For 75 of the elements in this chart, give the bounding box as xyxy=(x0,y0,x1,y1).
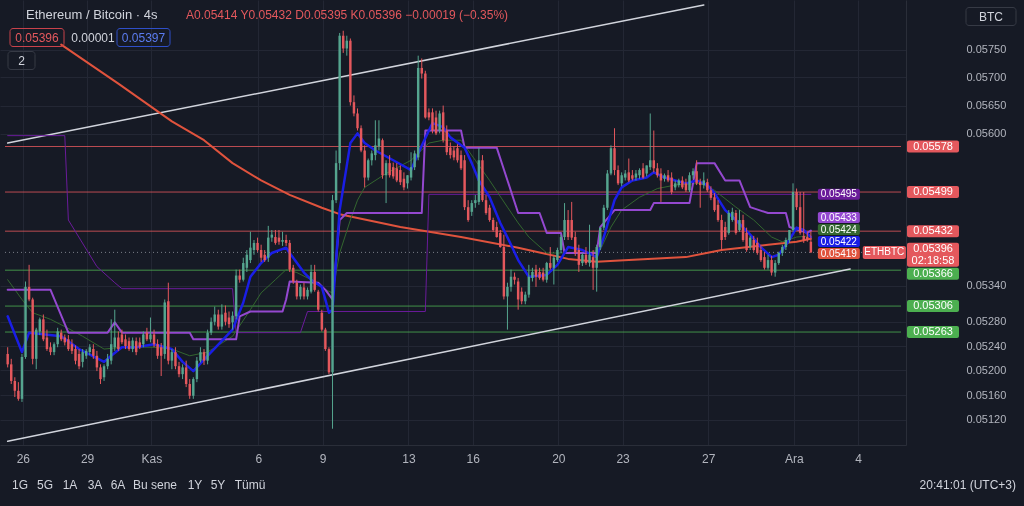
y-tick-label: 0.05280 xyxy=(966,315,1007,328)
ref-line-label: 0.05263 xyxy=(913,325,953,338)
text: BTC xyxy=(979,9,1004,24)
x-tick-label: Ara xyxy=(785,451,805,466)
data-label: 0.05419 xyxy=(820,247,858,259)
y-tick-label: 0.05240 xyxy=(966,339,1007,352)
x-tick-label: 29 xyxy=(80,451,95,466)
annotation: 2 xyxy=(18,53,26,68)
x-tick-label: 26 xyxy=(16,451,31,466)
y-tick-label: 0.05750 xyxy=(966,43,1007,56)
candlestick xyxy=(695,159,698,186)
candlestick xyxy=(388,154,391,179)
candlestick xyxy=(770,255,773,277)
text: Bu sene xyxy=(132,478,178,492)
y-tick-label: 0.05700 xyxy=(966,70,1007,83)
annotation: 0.05396 xyxy=(15,30,60,45)
text: Ethereum / Bitcoin · 4s xyxy=(26,7,158,22)
x-tick-label: 23 xyxy=(616,451,631,466)
ref-line-label: 0.05499 xyxy=(913,185,953,198)
y-tick-label: 0.05600 xyxy=(966,127,1007,140)
candlestick xyxy=(431,107,434,134)
candlestick xyxy=(249,231,252,264)
text: A0.05414 Y0.05432 D0.05395 K0.05396 −0.00019 (−0.35%) xyxy=(186,8,509,22)
text: 5G xyxy=(36,478,54,492)
text: Tümü xyxy=(234,478,266,492)
candlestick xyxy=(545,261,548,284)
y-tick-label: 0.05200 xyxy=(966,363,1007,376)
text: 02:18:58 xyxy=(911,253,955,266)
y-tick-label: 0.05340 xyxy=(966,279,1007,292)
candlestick xyxy=(738,209,741,233)
text: 1G xyxy=(11,478,29,492)
x-tick-label: 6 xyxy=(255,451,263,466)
data-label: 0.05495 xyxy=(820,188,858,200)
candlestick xyxy=(588,224,591,268)
x-tick-label: 13 xyxy=(402,451,416,466)
ref-line-label: 0.05578 xyxy=(913,139,953,152)
x-tick-label: 20 xyxy=(552,451,566,466)
x-tick-label: 27 xyxy=(702,451,716,466)
x-tick-label: 4 xyxy=(855,451,863,466)
y-tick-label: 0.05160 xyxy=(966,388,1007,401)
data-label: 0.05422 xyxy=(820,235,858,247)
text: 20:41:01 (UTC+3) xyxy=(919,478,1016,492)
candlestick xyxy=(688,171,691,193)
candlestick xyxy=(595,244,598,293)
text: 3A xyxy=(87,478,103,492)
data-label: 0.05424 xyxy=(820,223,858,235)
candlestick xyxy=(81,348,84,368)
y-tick-label: 0.05650 xyxy=(966,99,1007,112)
y-tick-label: 0.05120 xyxy=(966,413,1007,426)
text: 6A xyxy=(110,478,126,492)
ref-line-label: 0.05306 xyxy=(913,299,953,312)
annotation: 0.00001 xyxy=(71,30,116,45)
candlestick xyxy=(217,309,220,331)
text: 1A xyxy=(62,478,78,492)
candlestick xyxy=(117,330,120,352)
candlestick xyxy=(399,164,402,186)
data-label: 0.05433 xyxy=(820,211,858,223)
candlestick xyxy=(149,317,152,343)
annotation: ETHBTC xyxy=(864,246,905,258)
candlestick xyxy=(17,381,20,402)
text: 1Y xyxy=(187,478,203,492)
annotation: 0.05397 xyxy=(121,30,166,45)
candlestick xyxy=(313,264,316,293)
x-tick-label: 9 xyxy=(319,451,327,466)
x-tick-label: 16 xyxy=(466,451,481,466)
candlestick xyxy=(374,119,377,161)
ref-line-label: 0.05366 xyxy=(913,266,953,279)
candlestick xyxy=(6,346,9,368)
candlestick xyxy=(224,304,227,326)
candlestick xyxy=(549,246,552,271)
text: 5Y xyxy=(210,478,226,492)
ref-line-label: 0.05396 xyxy=(913,241,953,254)
candlestick xyxy=(438,110,441,134)
ref-line-label: 0.05432 xyxy=(913,224,953,237)
x-tick-label: Kas xyxy=(141,451,163,466)
